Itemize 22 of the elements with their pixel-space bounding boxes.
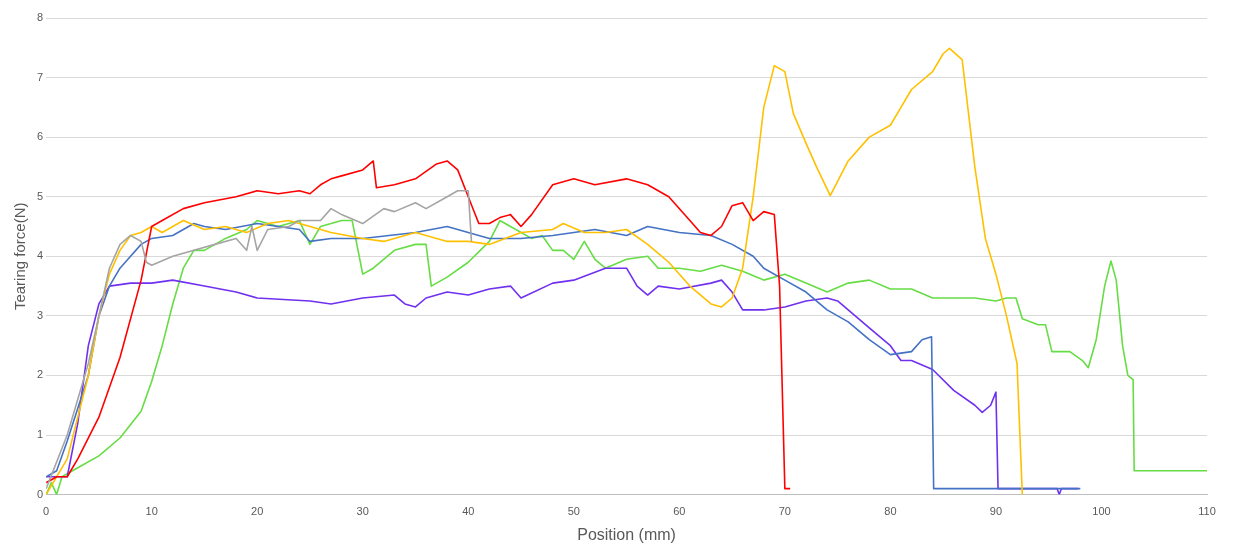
x-tick-label: 80 [884,505,897,518]
y-tick-label: 5 [36,189,44,202]
x-tick-label: 90 [989,505,1003,518]
y-tick-label: 0 [36,487,44,500]
y-tick-label: 2 [36,368,44,381]
y-tick-label: 8 [36,11,44,24]
x-tick-label: 40 [462,505,475,518]
x-tick-label: 50 [567,505,580,518]
y-tick-label: 7 [36,70,44,83]
x-tick-label: 110 [1198,505,1216,518]
y-axis-title: Tearing force(N) [11,202,29,311]
y-tick-label: 4 [36,249,44,262]
x-tick-label: 100 [1092,505,1111,518]
y-tick-label: 3 [36,308,44,321]
x-axis-title: Position (mm) [577,525,676,543]
x-tick-label: 20 [251,505,264,518]
y-tick-label: 6 [36,130,44,143]
x-tick-label: 60 [673,505,686,518]
x-tick-label: 30 [356,505,369,518]
y-tick-label: 1 [36,428,44,441]
x-tick-label: 10 [145,505,158,518]
x-tick-label: 70 [778,505,791,518]
